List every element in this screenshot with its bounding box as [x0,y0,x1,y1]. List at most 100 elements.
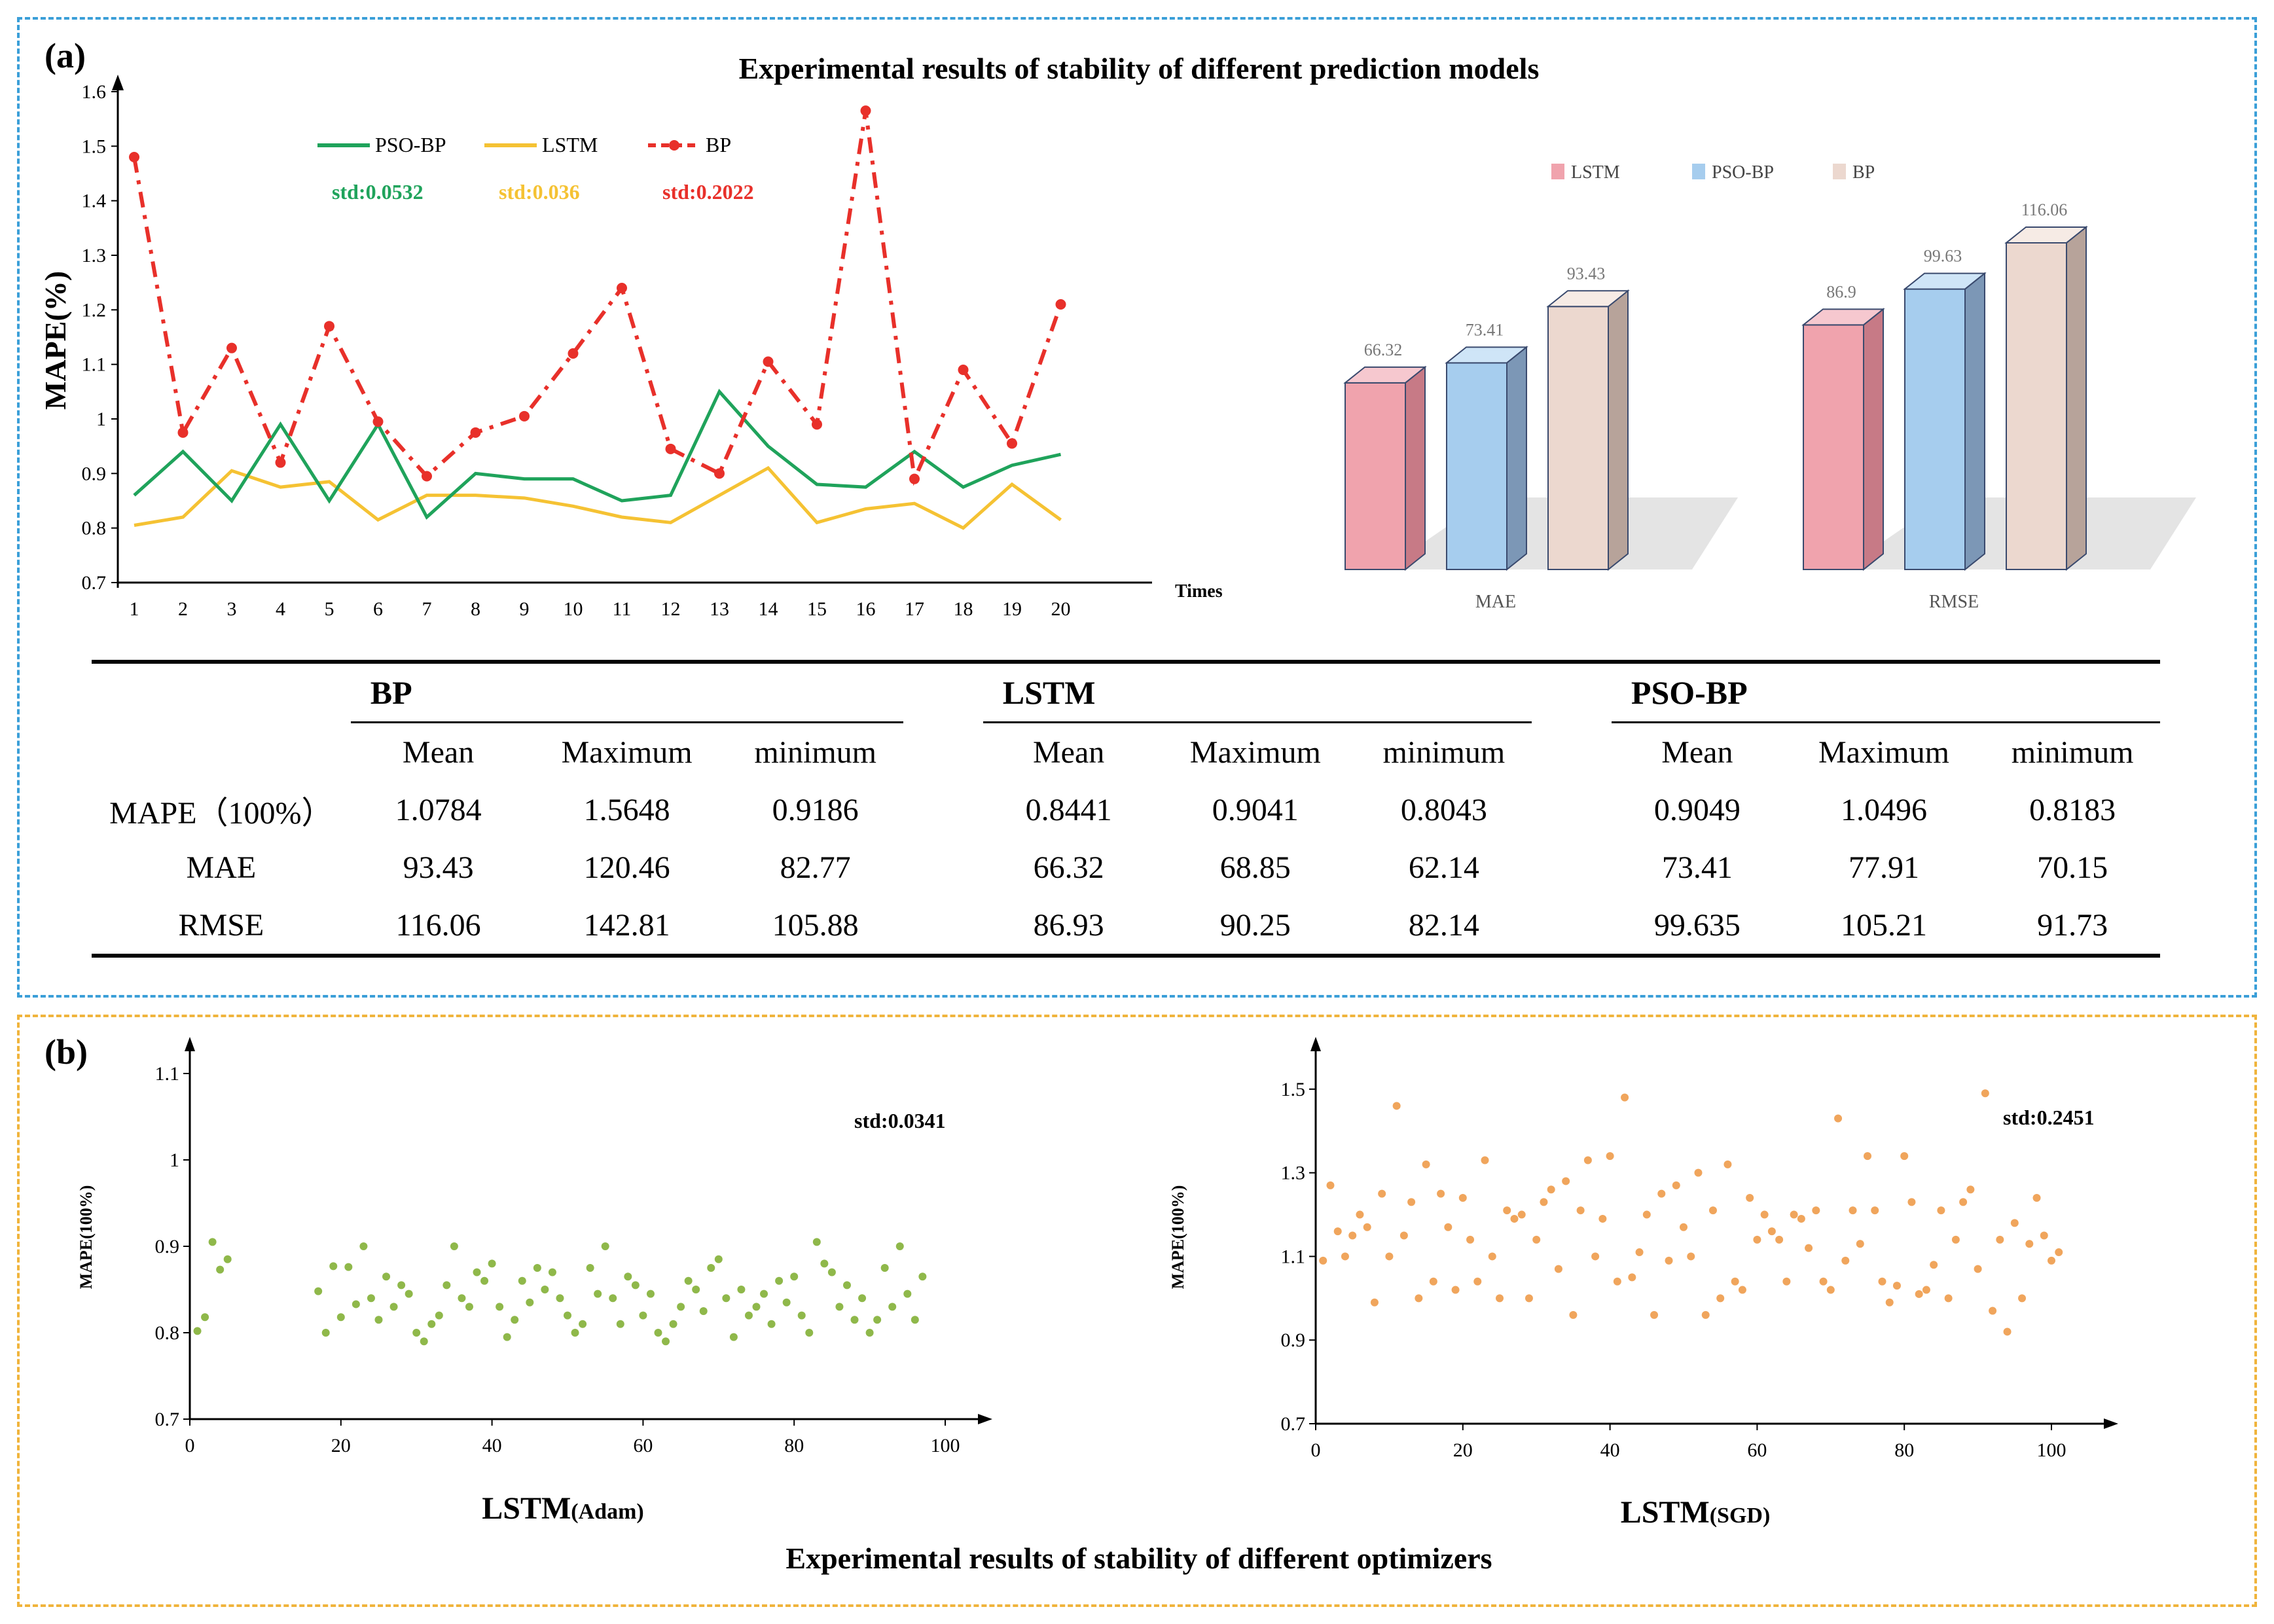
scatter-point [1363,1223,1371,1231]
scatter-point [2032,1194,2041,1202]
scatter-point [760,1290,768,1298]
scatter-point [646,1290,655,1298]
table-cell: 62.14 [1408,850,1479,885]
group-header-lstm: LSTM [983,660,1532,723]
scatter-point [1392,1102,1401,1110]
table-cell: 0.9186 [772,792,859,827]
scatter-point [1378,1189,1386,1198]
scatter-point [1569,1310,1578,1319]
scatter-point [586,1264,594,1272]
scatter-point [1724,1160,1732,1168]
scatter-point [812,1238,821,1246]
row-label: MAE [186,850,257,885]
scatter-point [858,1294,867,1303]
scatter-point [1657,1189,1666,1198]
line-chart: 0.70.80.911.11.21.31.41.51.61 2 3 4 5 6 7 8 9 10 1… [39,75,1223,620]
x-axis-arrow [2104,1418,2118,1429]
scatter-point [208,1238,217,1246]
scatter-point [2055,1248,2063,1257]
x-tick-label: 11 [613,598,632,620]
scatter-point [1488,1252,1496,1261]
scatter-point [918,1272,927,1281]
x-tick-label: 60 [1747,1439,1767,1461]
x-tick-label: 2 [178,598,188,620]
x-axis-label-suffix: (Adam) [571,1500,643,1524]
panel-b-title: Experimental results of stability of dif… [785,1542,1492,1575]
y-tick-label: 0.8 [155,1322,180,1344]
scatter-point [1812,1206,1820,1215]
scatter-point [473,1268,481,1276]
scatter-point [631,1281,640,1290]
scatter-point [389,1303,398,1311]
scatter-point [1951,1235,1960,1244]
scatter-point [594,1290,602,1298]
x-tick-label: 60 [633,1435,653,1456]
y-tick-label: 1.1 [82,354,107,376]
scatter-point [1466,1235,1475,1244]
scatter-point [518,1276,526,1285]
table-cell: 82.77 [780,850,851,885]
bar-front [2006,242,2067,571]
scatter-point [1481,1156,1489,1164]
scatter-point [496,1303,504,1311]
table-cell: 105.21 [1782,896,1985,958]
x-tick-label: 0 [185,1435,195,1456]
bp-point [860,105,871,117]
table-row: MAPE（100%） 1.0784 1.5648 0.9186 0.8441 0… [92,781,2160,839]
scatter-point [1356,1210,1364,1219]
scatter-point [405,1290,413,1298]
x-tick-label: 4 [276,598,285,620]
scatter-point [1885,1298,1894,1307]
table-cell: 120.46 [583,850,670,885]
scatter-point [193,1327,202,1335]
x-tick-label: 17 [905,598,924,620]
table-row: MAE 93.43 120.46 82.77 66.32 68.85 62.14… [92,839,2160,896]
x-tick-label: 100 [2037,1439,2066,1461]
scatter-point [1996,1235,2004,1244]
scatter-point [1399,1231,1408,1240]
bp-point [226,342,237,353]
bar-value-label: 86.9 [1826,282,1856,301]
scatter-point [1878,1277,1886,1286]
bar-value-label: 66.32 [1364,340,1403,359]
scatter-point [1900,1152,1909,1161]
bar-top [2004,226,2088,244]
scatter-point [1613,1277,1621,1286]
panel-a-label: (a) [45,36,86,75]
scatter-point [427,1320,436,1328]
scatter-point [707,1264,715,1272]
scatter-point [1547,1185,1555,1194]
y-tick-label: 0.9 [155,1236,180,1257]
subheader-minimum: minimum [2011,734,2134,770]
scatter-point [1532,1235,1541,1244]
y-axis-arrow [1310,1037,1321,1051]
scatter-point [321,1329,330,1337]
subheader-minimum: minimum [754,734,877,770]
group-header-psobp: PSO-BP [1611,660,2160,723]
bp-point [1055,299,1066,310]
std-annotation: std:0.2451 [2003,1106,2095,1129]
x-tick-label: 6 [373,598,383,620]
scatter-point [450,1242,458,1250]
scatter-point [1849,1206,1857,1215]
y-tick-label: 1.5 [1281,1079,1306,1100]
scatter-point [465,1303,473,1311]
panel-b-label: (b) [45,1032,88,1072]
scatter-point [790,1272,799,1281]
scatter-point [903,1290,912,1298]
subheader-minimum: minimum [1382,734,1506,770]
scatter-point [2018,1294,2027,1303]
x-axis-label-suffix: (SGD) [1710,1504,1771,1528]
table-cell: 0.8043 [1400,792,1487,827]
scatter-point [533,1264,541,1272]
table-cell: 1.0784 [395,792,482,827]
bp-point [372,416,384,427]
scatter-point [827,1268,836,1276]
table-cell: 82.14 [1356,896,1532,958]
bar-top [1546,290,1630,308]
scatter-point [571,1329,579,1337]
bp-point [422,471,432,482]
scatter-point [1834,1114,1843,1123]
x-axis-label: LSTM(Adam) [482,1491,643,1526]
bar-side [2066,225,2087,571]
